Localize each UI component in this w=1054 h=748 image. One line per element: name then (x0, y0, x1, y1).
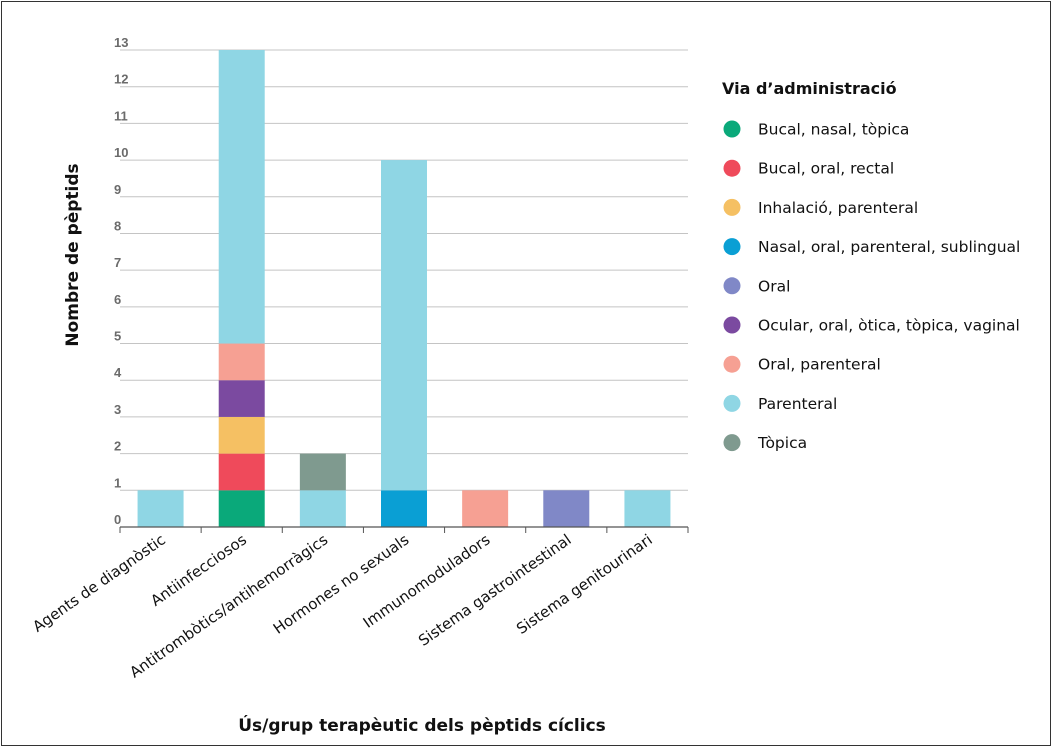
y-tick-label: 13 (114, 35, 128, 50)
x-category-labels: Agents de diagnòsticAntiinfecciososAntit… (29, 530, 655, 681)
x-category-label: Sistema gastrointestinal (415, 531, 575, 650)
y-tick-label: 10 (114, 145, 128, 160)
legend-title: Via d’administració (722, 79, 897, 98)
legend-swatch (723, 159, 741, 177)
x-category-label: Hormones no sexuals (270, 530, 413, 637)
y-tick-label: 3 (114, 402, 121, 417)
legend-label: Inhalació, parenteral (758, 199, 918, 217)
legend-label: Oral (758, 277, 790, 295)
legend-swatch (723, 198, 741, 216)
bar-segment (218, 490, 265, 527)
bar-segment (218, 50, 265, 344)
bar-segment (218, 453, 265, 491)
x-axis-title: Ús/grup terapèutic dels pèptids cíclics (238, 714, 606, 736)
y-tick-label: 11 (114, 108, 128, 123)
legend-label: Nasal, oral, parenteral, sublingual (758, 238, 1020, 256)
bar-segment (299, 453, 346, 491)
legend-label: Bucal, oral, rectal (758, 160, 894, 178)
legend-swatch (723, 394, 741, 412)
y-tick-label: 1 (114, 475, 121, 490)
legend-label: Ocular, oral, òtica, tòpica, vaginal (758, 317, 1020, 335)
x-category-label: Sistema genitourinari (513, 531, 656, 638)
y-tick-label: 12 (114, 72, 128, 87)
y-axis-title: Nombre de pèptids (63, 163, 83, 346)
y-tick-label: 2 (114, 439, 121, 454)
legend-label: Bucal, nasal, tòpica (758, 121, 909, 139)
y-tick-label: 9 (114, 182, 121, 197)
bars (137, 50, 671, 527)
bar-segment (137, 490, 184, 527)
bar-segment (218, 380, 265, 417)
legend-swatch (723, 434, 741, 452)
bar-segment (462, 490, 509, 527)
y-tick-label: 8 (114, 218, 121, 233)
bar-segment (299, 490, 346, 527)
y-tick-label: 4 (114, 365, 122, 380)
legend-label: Tòpica (757, 434, 807, 452)
legend-label: Parenteral (758, 395, 837, 413)
bar-segment (381, 490, 427, 527)
legend: Via d’administració Bucal, nasal, tòpica… (722, 79, 1020, 452)
legend-swatch (723, 120, 741, 138)
legend-swatch (723, 277, 741, 295)
x-category-label: Agents de diagnòstic (29, 531, 169, 636)
bar-segment (624, 490, 671, 527)
y-tick-label: 5 (114, 329, 121, 344)
legend-label: Oral, parenteral (758, 356, 881, 374)
bar-segment (218, 343, 265, 381)
legend-swatch (723, 316, 741, 334)
legend-swatch (723, 238, 741, 256)
y-tick-label: 0 (114, 512, 121, 527)
legend-swatch (723, 355, 741, 373)
x-axis (119, 526, 689, 533)
bar-segment (218, 416, 265, 454)
bar-segment (381, 160, 427, 491)
y-tick-label: 7 (114, 255, 121, 270)
bar-segment (543, 490, 590, 527)
y-tick-label: 6 (114, 292, 121, 307)
